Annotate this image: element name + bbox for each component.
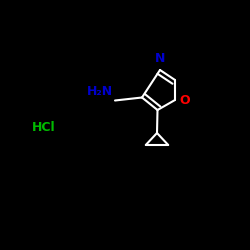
- Text: N: N: [155, 52, 165, 64]
- Text: O: O: [180, 94, 190, 106]
- Text: H₂N: H₂N: [87, 85, 113, 98]
- Text: HCl: HCl: [32, 121, 56, 134]
